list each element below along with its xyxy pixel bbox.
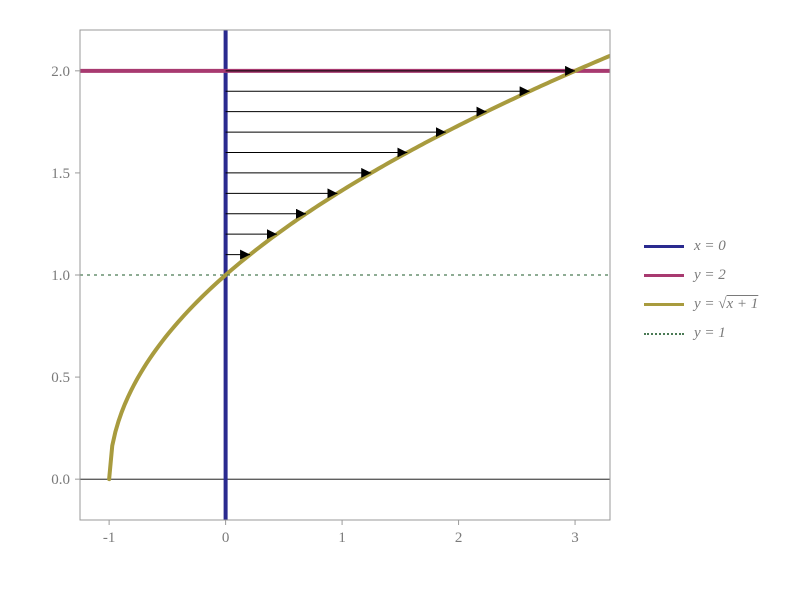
legend: x = 0 y = 2 y = √x + 1 y = 1 xyxy=(644,226,758,354)
svg-text:1.5: 1.5 xyxy=(51,166,70,182)
svg-text:1.0: 1.0 xyxy=(51,268,70,284)
legend-item-hline_y2: y = 2 xyxy=(644,267,758,284)
svg-text:3: 3 xyxy=(571,530,579,546)
svg-text:-1: -1 xyxy=(103,530,116,546)
svg-text:1: 1 xyxy=(338,530,346,546)
legend-item-sqrt_curve: y = √x + 1 xyxy=(644,296,758,313)
legend-swatch xyxy=(644,274,684,277)
plot-svg: -1 0 1 2 3 0.0 0.5 1.0 1.5 2.0 xyxy=(20,20,620,560)
legend-label: y = 2 xyxy=(694,267,726,284)
svg-text:0: 0 xyxy=(222,530,230,546)
legend-item-vline_x0: x = 0 xyxy=(644,238,758,255)
legend-swatch xyxy=(644,333,684,335)
figure: -1 0 1 2 3 0.0 0.5 1.0 1.5 2.0 x = 0 y = 2 y = √x +… xyxy=(20,20,780,560)
legend-label: x = 0 xyxy=(694,238,726,255)
svg-text:2.0: 2.0 xyxy=(51,64,70,80)
legend-item-hline_y1: y = 1 xyxy=(644,325,758,342)
svg-text:0.0: 0.0 xyxy=(51,472,70,488)
legend-label: y = √x + 1 xyxy=(694,296,758,313)
svg-text:0.5: 0.5 xyxy=(51,370,70,386)
svg-text:2: 2 xyxy=(455,530,463,546)
legend-swatch xyxy=(644,245,684,248)
plot-area: -1 0 1 2 3 0.0 0.5 1.0 1.5 2.0 xyxy=(20,20,620,560)
legend-label: y = 1 xyxy=(694,325,726,342)
legend-swatch xyxy=(644,303,684,306)
